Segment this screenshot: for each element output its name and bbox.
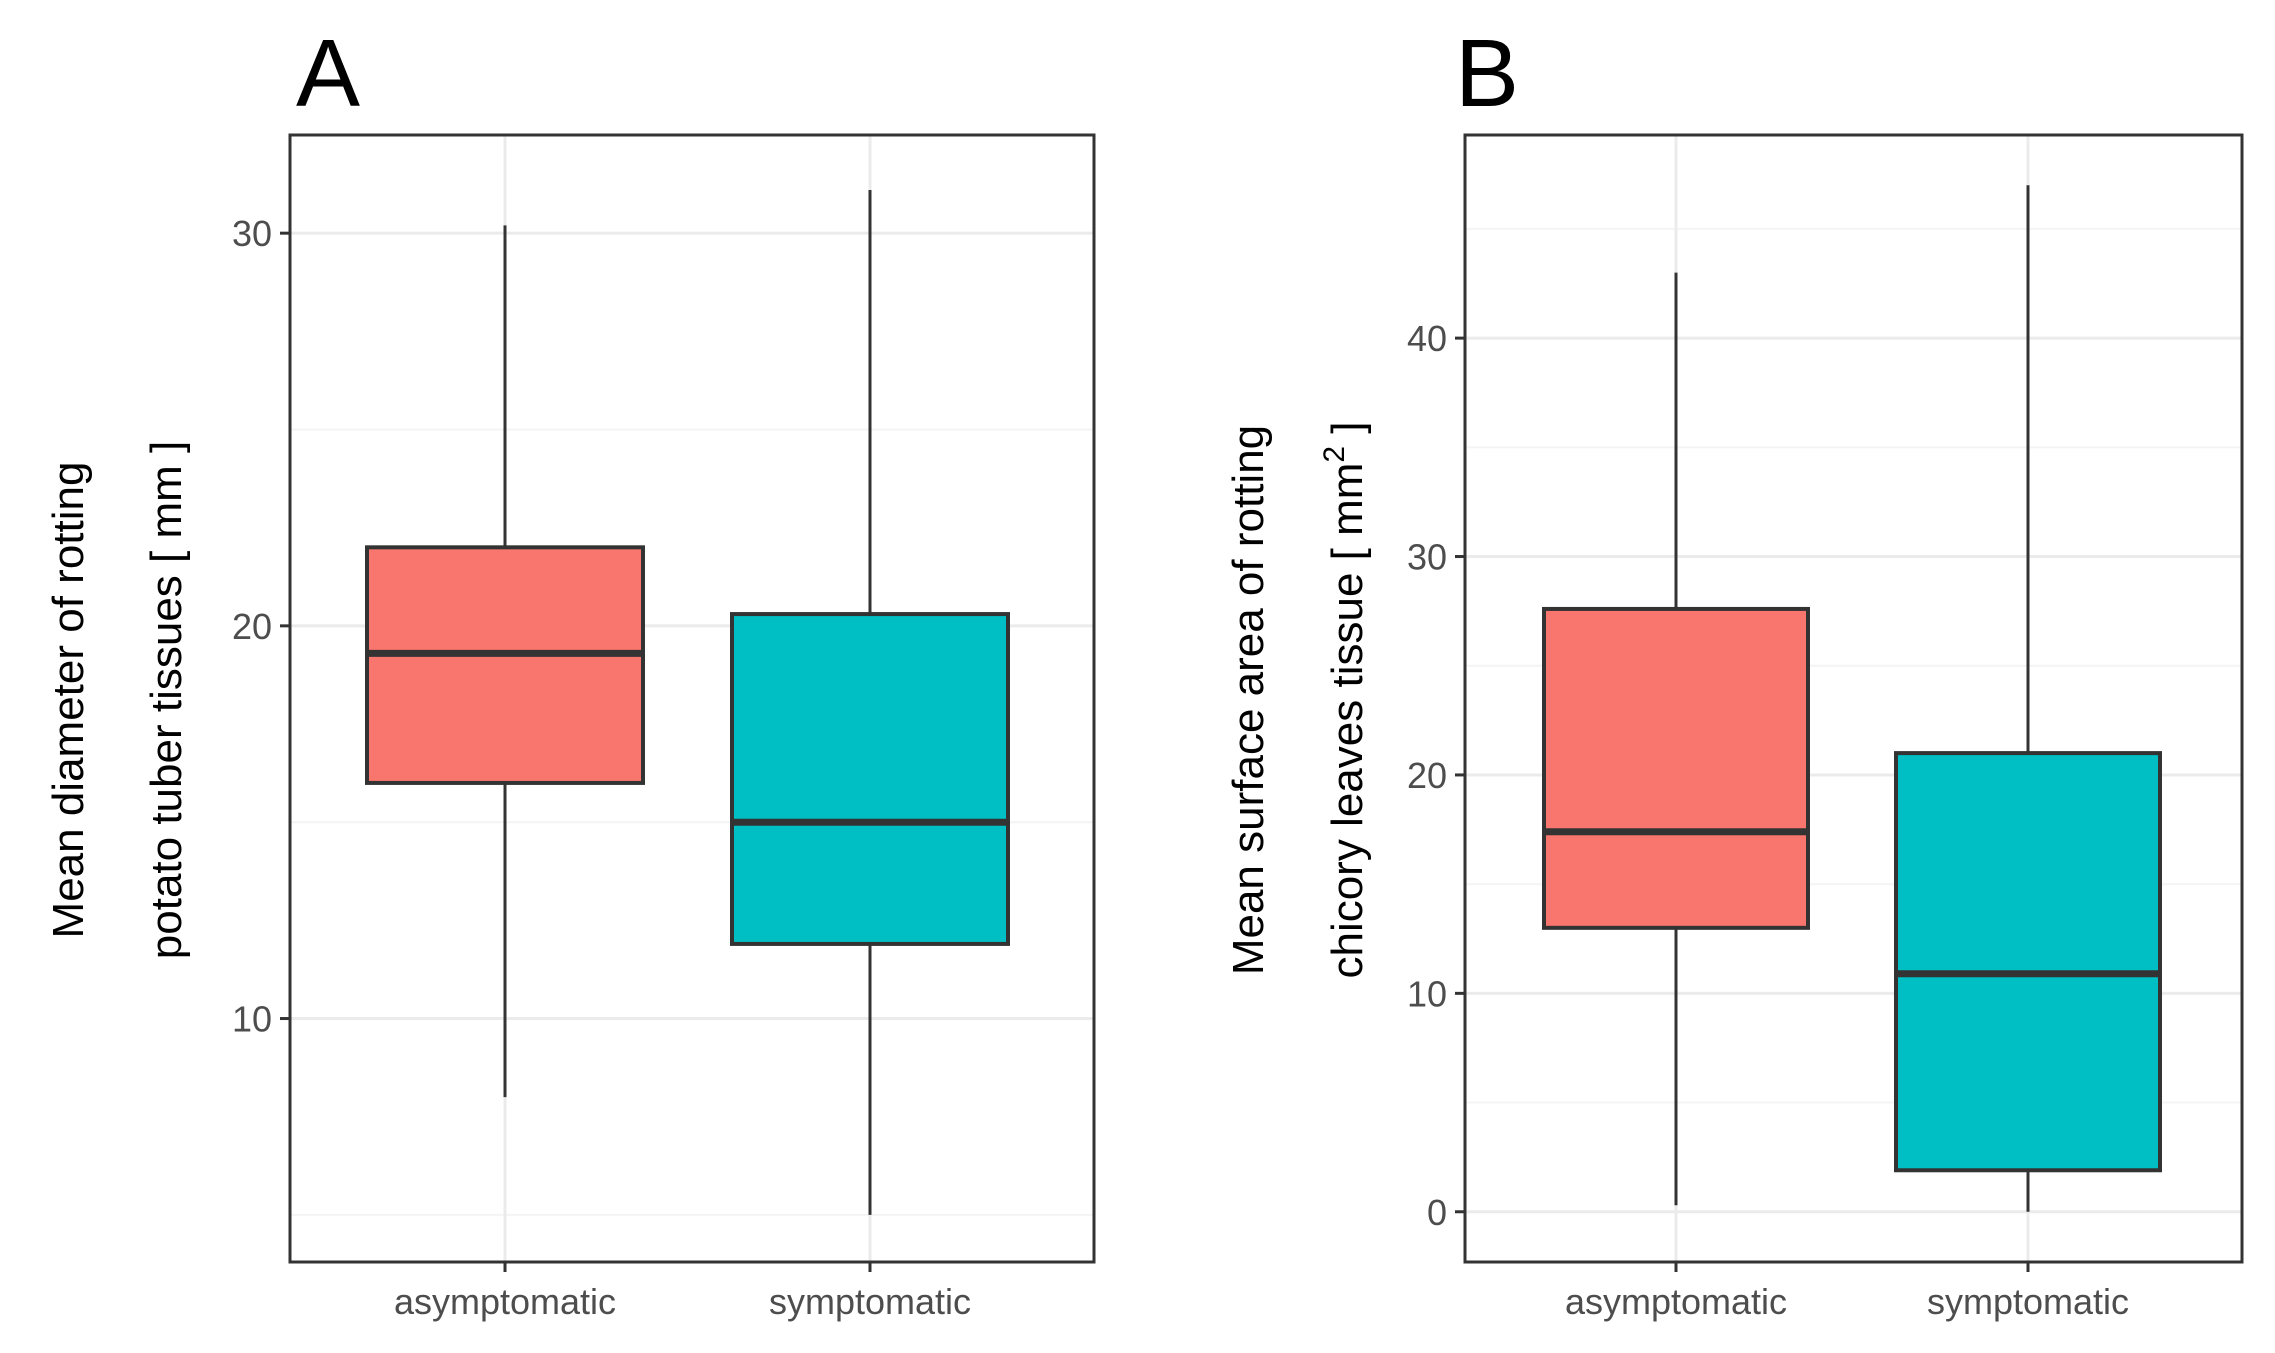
panel-b-label: B [1455, 20, 1519, 127]
panel-a-ytick-label-1: 20 [232, 606, 272, 647]
panel-a-ytick-label-0: 10 [232, 999, 272, 1040]
panel-b-ytick-label-1: 10 [1407, 973, 1447, 1014]
panel-b-ylabel-line2: chicory leaves tissue [ mm2 ] [1318, 421, 1372, 978]
panel-b-boxes [1542, 185, 2162, 1212]
panel-b-ytick-label-2: 20 [1407, 755, 1447, 796]
panel-b-iqr-box-symptomatic [1894, 751, 2162, 1173]
panel-a-ytick-label-2: 30 [232, 213, 272, 254]
panel-a-xtick-label-1: symptomatic [769, 1281, 971, 1322]
panel-a-box-asymptomatic [365, 225, 645, 1098]
panel-b-ytick-label-3: 30 [1407, 537, 1447, 578]
panel-b-ylabel-line2-main: chicory leaves tissue [ mm [1323, 463, 1372, 979]
panel-a-ylabel-line1: Mean diameter of rotting [44, 462, 93, 939]
panel-a-ticks: 10 20 30 asymptomatic symptomatic [232, 213, 971, 1322]
panel-b-ticks: 0 10 20 30 40 asymptomatic symptomatic [1407, 318, 2129, 1322]
panel-b-ytick-label-4: 40 [1407, 318, 1447, 359]
panel-a-ylabel-line2: potato tuber tissues [ mm ] [142, 441, 191, 959]
panel-b-ytick-label-0: 0 [1427, 1192, 1447, 1233]
panel-a-iqr-box-asymptomatic [365, 545, 645, 785]
panel-a-label: A [296, 20, 360, 127]
panel-a-xtick-label-0: asymptomatic [394, 1281, 616, 1322]
panel-b-ylabel-close: ] [1323, 421, 1372, 445]
panel-a-iqr-box-symptomatic [730, 612, 1010, 946]
panel-a-box-symptomatic [730, 189, 1010, 1215]
panel-b-xtick-label-0: asymptomatic [1565, 1281, 1787, 1322]
panel-a-border [288, 133, 1096, 1264]
panel-b-ylabel-superscript: 2 [1318, 446, 1351, 463]
panel-b-iqr-box-asymptomatic [1542, 606, 1810, 930]
panel-b-xtick-label-1: symptomatic [1927, 1281, 2129, 1322]
panel-a-boxes [365, 189, 1010, 1215]
panel-b-ylabel-line1: Mean surface area of rotting [1224, 425, 1273, 975]
panel-b-box-asymptomatic [1542, 272, 1810, 1206]
panel-b-border [1463, 133, 2244, 1264]
panel-b-box-symptomatic [1894, 185, 2162, 1212]
panel-b: B 0 10 20 30 40 asymptomatic symptomatic Mean … [1224, 20, 2244, 1322]
panel-a: A 10 20 30 asymptomatic symptomatic Mean dia… [44, 20, 1096, 1322]
